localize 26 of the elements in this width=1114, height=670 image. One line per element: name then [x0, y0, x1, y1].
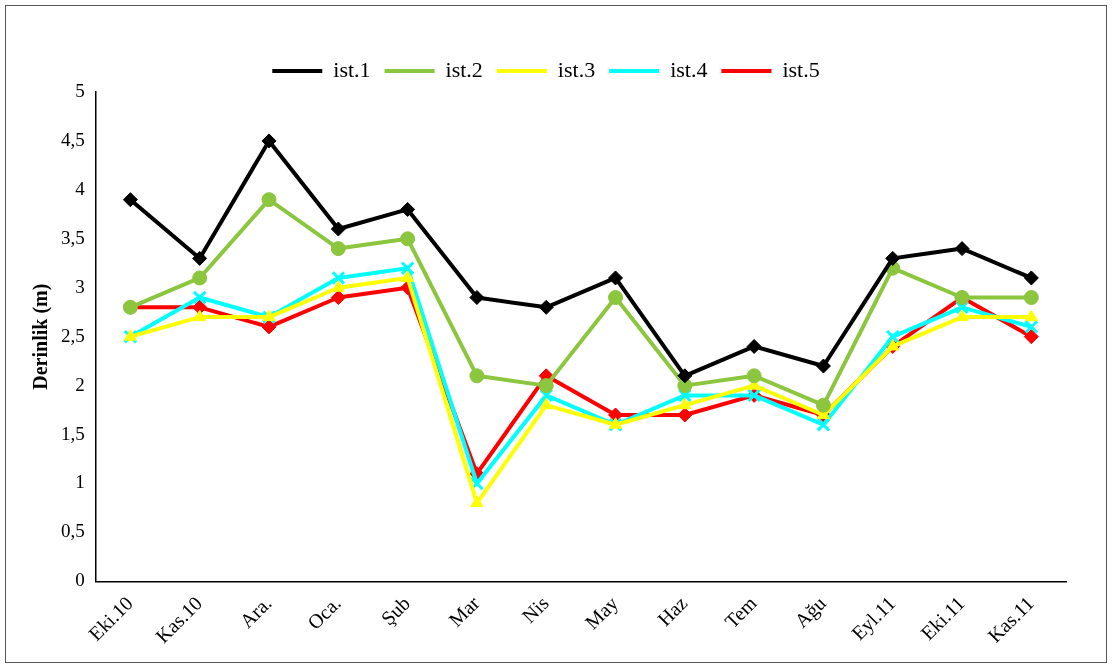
y-tick-label: 0,5: [61, 520, 85, 542]
y-axis-title: Derinlik (m): [29, 283, 53, 390]
legend-label: ist.5: [782, 56, 820, 82]
legend-label: ist.4: [670, 56, 708, 82]
x-tick-label: May: [580, 591, 623, 635]
y-tick-label: 2,5: [61, 324, 85, 346]
x-tick-label: Ara.: [235, 591, 276, 633]
y-tick-label: 4: [75, 177, 86, 199]
x-tick-label: Mar: [444, 591, 484, 631]
y-tick-label: 1,5: [61, 422, 85, 444]
y-tick-label: 0: [75, 569, 85, 591]
y-tick-label: 3: [75, 275, 85, 297]
x-tick-label: Haz: [653, 591, 692, 631]
x-tick-label: Şub: [376, 591, 415, 631]
legend-label: ist.1: [333, 56, 371, 82]
x-tick-label: Tem: [720, 591, 761, 633]
legend-label: ist.2: [445, 56, 483, 82]
y-tick-label: 3,5: [61, 226, 85, 248]
y-tick-label: 2: [75, 373, 85, 395]
x-tick-label: Oca.: [302, 591, 345, 634]
y-tick-label: 1: [75, 471, 85, 493]
x-tick-label: Nis: [517, 591, 553, 628]
x-tick-label: Ağu: [790, 591, 831, 633]
y-tick-label: 5: [75, 79, 85, 101]
legend-label: ist.3: [557, 56, 596, 82]
y-tick-label: 4,5: [61, 128, 85, 150]
